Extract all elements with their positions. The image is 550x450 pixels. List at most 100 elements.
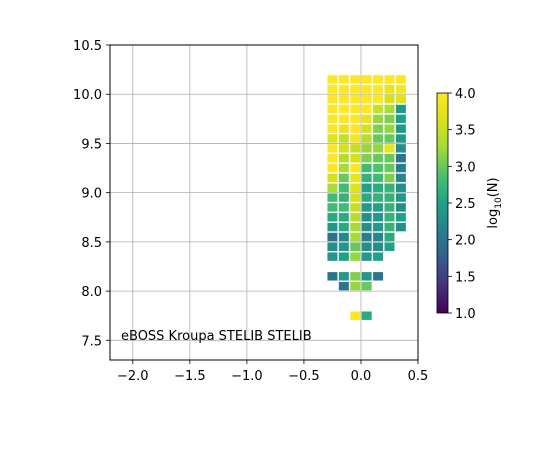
heatmap-cell: [373, 252, 384, 261]
heatmap-cell: [361, 213, 372, 222]
heatmap-cell: [327, 104, 338, 114]
colorbar-tick-label: 1.0: [455, 307, 476, 322]
colorbar-tick-label: 2.0: [455, 234, 476, 249]
heatmap-cell: [361, 94, 372, 104]
heatmap-cell: [373, 242, 384, 252]
heatmap-cell: [395, 163, 406, 173]
heatmap-cell: [395, 183, 406, 192]
heatmap-cell: [361, 104, 372, 114]
heatmap-cell: [338, 272, 349, 281]
grid-lines: [110, 44, 419, 360]
heatmap-cell: [384, 173, 395, 183]
heatmap-cell: [373, 114, 384, 124]
heatmap-cell: [327, 252, 338, 261]
heatmap-cell: [327, 94, 338, 104]
colorbar: 1.0 1.5 2.0 2.5 3.0 3.5 4.0 log10(N): [436, 87, 504, 322]
heatmap-cell: [327, 183, 338, 192]
heatmap-cell: [361, 114, 372, 124]
heatmap-cell: [338, 153, 349, 163]
x-tick-label: 0.5: [408, 369, 429, 384]
heatmap-cell: [327, 242, 338, 252]
heatmap-cell: [384, 193, 395, 202]
heatmap-cell: [350, 203, 361, 212]
heatmap-cell: [350, 213, 361, 222]
y-tick-label: 7.5: [81, 334, 102, 349]
heatmap-cell: [373, 183, 384, 192]
heatmap-cell: [338, 232, 349, 242]
heatmap-cell: [327, 232, 338, 242]
heatmap-cell: [350, 124, 361, 133]
heatmap-cell: [361, 252, 372, 261]
heatmap-cell: [361, 144, 372, 153]
heatmap-cell: [395, 134, 406, 143]
heatmap-cell: [395, 104, 406, 114]
y-tick-label: 10.5: [73, 39, 102, 54]
heatmap-cell: [338, 114, 349, 124]
heatmap-cell: [338, 173, 349, 183]
heatmap-cell: [373, 193, 384, 202]
heatmap-cell: [350, 252, 361, 261]
heatmap-cell: [350, 163, 361, 173]
heatmap-cell: [361, 75, 372, 84]
heatmap-cell: [384, 153, 395, 163]
x-tick-label: −1.5: [174, 369, 206, 384]
heatmap-cell: [327, 193, 338, 202]
heatmap-cell: [361, 124, 372, 133]
heatmap-cell: [384, 183, 395, 192]
heatmap-cell: [350, 94, 361, 104]
heatmap-cell: [384, 85, 395, 94]
heatmap-cell: [327, 203, 338, 212]
heatmap-cell: [327, 163, 338, 173]
heatmap-cell: [373, 232, 384, 242]
heatmap-cell: [373, 272, 384, 281]
heatmap-cell: [338, 134, 349, 143]
y-axis: 7.5 8.0 8.5 9.0 9.5 10.0 10.5: [73, 39, 110, 349]
y-tick-label: 8.5: [81, 236, 102, 251]
colorbar-label: log10(N): [486, 177, 504, 228]
heatmap-cell: [395, 193, 406, 202]
heatmap-cell: [350, 114, 361, 124]
heatmap-cell: [361, 242, 372, 252]
heatmap-cell: [373, 203, 384, 212]
heatmap-cell: [373, 134, 384, 143]
heatmap-cell: [373, 75, 384, 84]
heatmap-cell: [395, 213, 406, 222]
heatmap-cell: [361, 272, 372, 281]
heatmap-cell: [338, 104, 349, 114]
heatmap-cell: [361, 85, 372, 94]
heatmap-cell: [395, 114, 406, 124]
heatmap-cell: [373, 144, 384, 153]
annotation: eBOSS Kroupa STELIB STELIB: [121, 329, 312, 344]
heatmap-cell: [361, 163, 372, 173]
heatmap-cell: [338, 75, 349, 84]
heatmap-cell: [373, 213, 384, 222]
heatmap-cell: [350, 311, 361, 320]
colorbar-ticks: 1.0 1.5 2.0 2.5 3.0 3.5 4.0: [448, 87, 476, 322]
heatmap-cell: [361, 311, 372, 320]
heatmap-cell: [338, 85, 349, 94]
heatmap-cell: [350, 85, 361, 94]
heatmap-cell: [327, 153, 338, 163]
heatmap-cell: [361, 281, 372, 291]
heatmap-cell: [384, 222, 395, 232]
heatmap-cell: [350, 272, 361, 281]
heatmap-cell: [395, 75, 406, 84]
heatmap-cell: [373, 104, 384, 114]
heatmap-cell: [395, 222, 406, 232]
y-tick-label: 10.0: [73, 88, 102, 103]
heatmap-cell: [361, 173, 372, 183]
colorbar-gradient: [436, 92, 449, 314]
heatmap-cell: [327, 85, 338, 94]
heatmap-cell: [350, 183, 361, 192]
heatmap-cell: [327, 124, 338, 133]
heatmap-cell: [361, 134, 372, 143]
heatmap-cell: [327, 114, 338, 124]
heatmap-cell: [327, 222, 338, 232]
heatmap-cell: [384, 213, 395, 222]
heatmap-cell: [338, 193, 349, 202]
colorbar-tick-label: 2.5: [455, 197, 476, 212]
heatmap-cell: [350, 222, 361, 232]
colorbar-label-arg: (N): [486, 177, 501, 197]
x-tick-label: −2.0: [117, 369, 149, 384]
